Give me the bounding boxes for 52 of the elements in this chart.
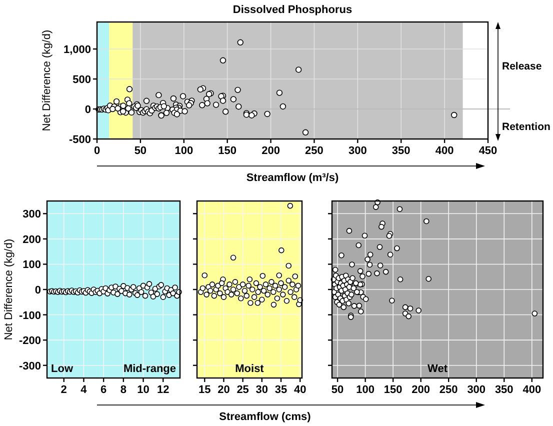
x-tick-label: 35 <box>274 384 288 396</box>
y-tick-label: 500 <box>72 74 91 86</box>
y-tick-label: -200 <box>18 335 41 348</box>
x-tick-label: 300 <box>467 384 486 396</box>
x-tick-label: 150 <box>384 384 402 396</box>
x-tick-label: 250 <box>439 384 458 396</box>
x-tick-label: 150 <box>218 145 237 157</box>
x-tick-label: 450 <box>478 145 498 157</box>
x-tick-label: 20 <box>218 384 230 396</box>
x-tick-label: 2 <box>60 384 67 396</box>
x-tick-label: 0 <box>94 145 100 157</box>
x-tick-label: 6 <box>100 384 107 396</box>
x-tick-label: 200 <box>412 384 430 396</box>
y-tick-label: -500 <box>68 134 91 146</box>
x-tick-label: 350 <box>392 145 410 157</box>
y-tick-label: -100 <box>18 310 41 322</box>
x-tick-label: 100 <box>356 384 374 396</box>
x-tick-label: 8 <box>120 384 126 396</box>
x-tick-label: 30 <box>256 384 268 396</box>
y-tick-label: 300 <box>22 208 41 221</box>
x-tick-label: 200 <box>262 145 280 157</box>
band-label: Mid-range <box>123 363 176 375</box>
y-tick-label: -300 <box>18 360 41 372</box>
x-tick-label: 10 <box>137 384 150 396</box>
y-tick-label: 1,000 <box>63 44 91 56</box>
x-tick-label: 50 <box>134 145 147 157</box>
x-tick-label: 400 <box>435 145 454 157</box>
x-axis-title: Streamflow (cms) <box>219 411 312 423</box>
x-tick-label: 40 <box>294 384 306 396</box>
band-label: Wet <box>428 363 448 375</box>
x-tick-label: 100 <box>174 145 194 157</box>
y-tick-label: 0 <box>34 284 41 296</box>
y-axis-title: Net Difference (kg/d) <box>3 238 15 340</box>
x-tick-label: 25 <box>236 384 249 396</box>
text: Release <box>502 60 542 72</box>
x-tick-label: 250 <box>305 145 324 157</box>
x-tick-label: 50 <box>331 384 344 396</box>
band-label: Low <box>51 363 74 375</box>
text: Retention <box>502 121 550 133</box>
x-tick-label: 12 <box>157 384 170 396</box>
x-axis-title: Streamflow (m³/s) <box>246 172 339 184</box>
y-tick-label: 100 <box>22 259 41 272</box>
chart-title: Dissolved Phosphorus <box>232 4 352 16</box>
x-tick-label: 350 <box>494 384 514 396</box>
x-tick-label: 300 <box>348 145 367 157</box>
y-axis-title: Net Difference (kg/d) <box>41 30 53 132</box>
x-tick-label: 400 <box>522 384 542 396</box>
x-tick-label: 15 <box>198 384 211 396</box>
x-tick-label: 4 <box>80 384 88 396</box>
y-tick-label: 200 <box>22 234 41 246</box>
band-label: Moist <box>235 363 264 375</box>
y-tick-label: 0 <box>84 104 91 116</box>
